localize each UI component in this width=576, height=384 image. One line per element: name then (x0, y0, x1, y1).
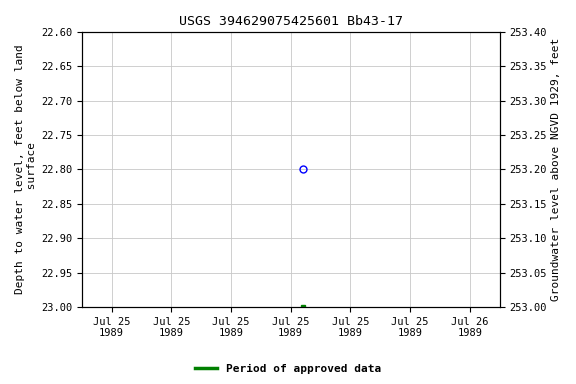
Legend: Period of approved data: Period of approved data (191, 359, 385, 379)
Y-axis label: Depth to water level, feet below land
 surface: Depth to water level, feet below land su… (15, 45, 37, 294)
Title: USGS 394629075425601 Bb43-17: USGS 394629075425601 Bb43-17 (179, 15, 403, 28)
Y-axis label: Groundwater level above NGVD 1929, feet: Groundwater level above NGVD 1929, feet (551, 38, 561, 301)
